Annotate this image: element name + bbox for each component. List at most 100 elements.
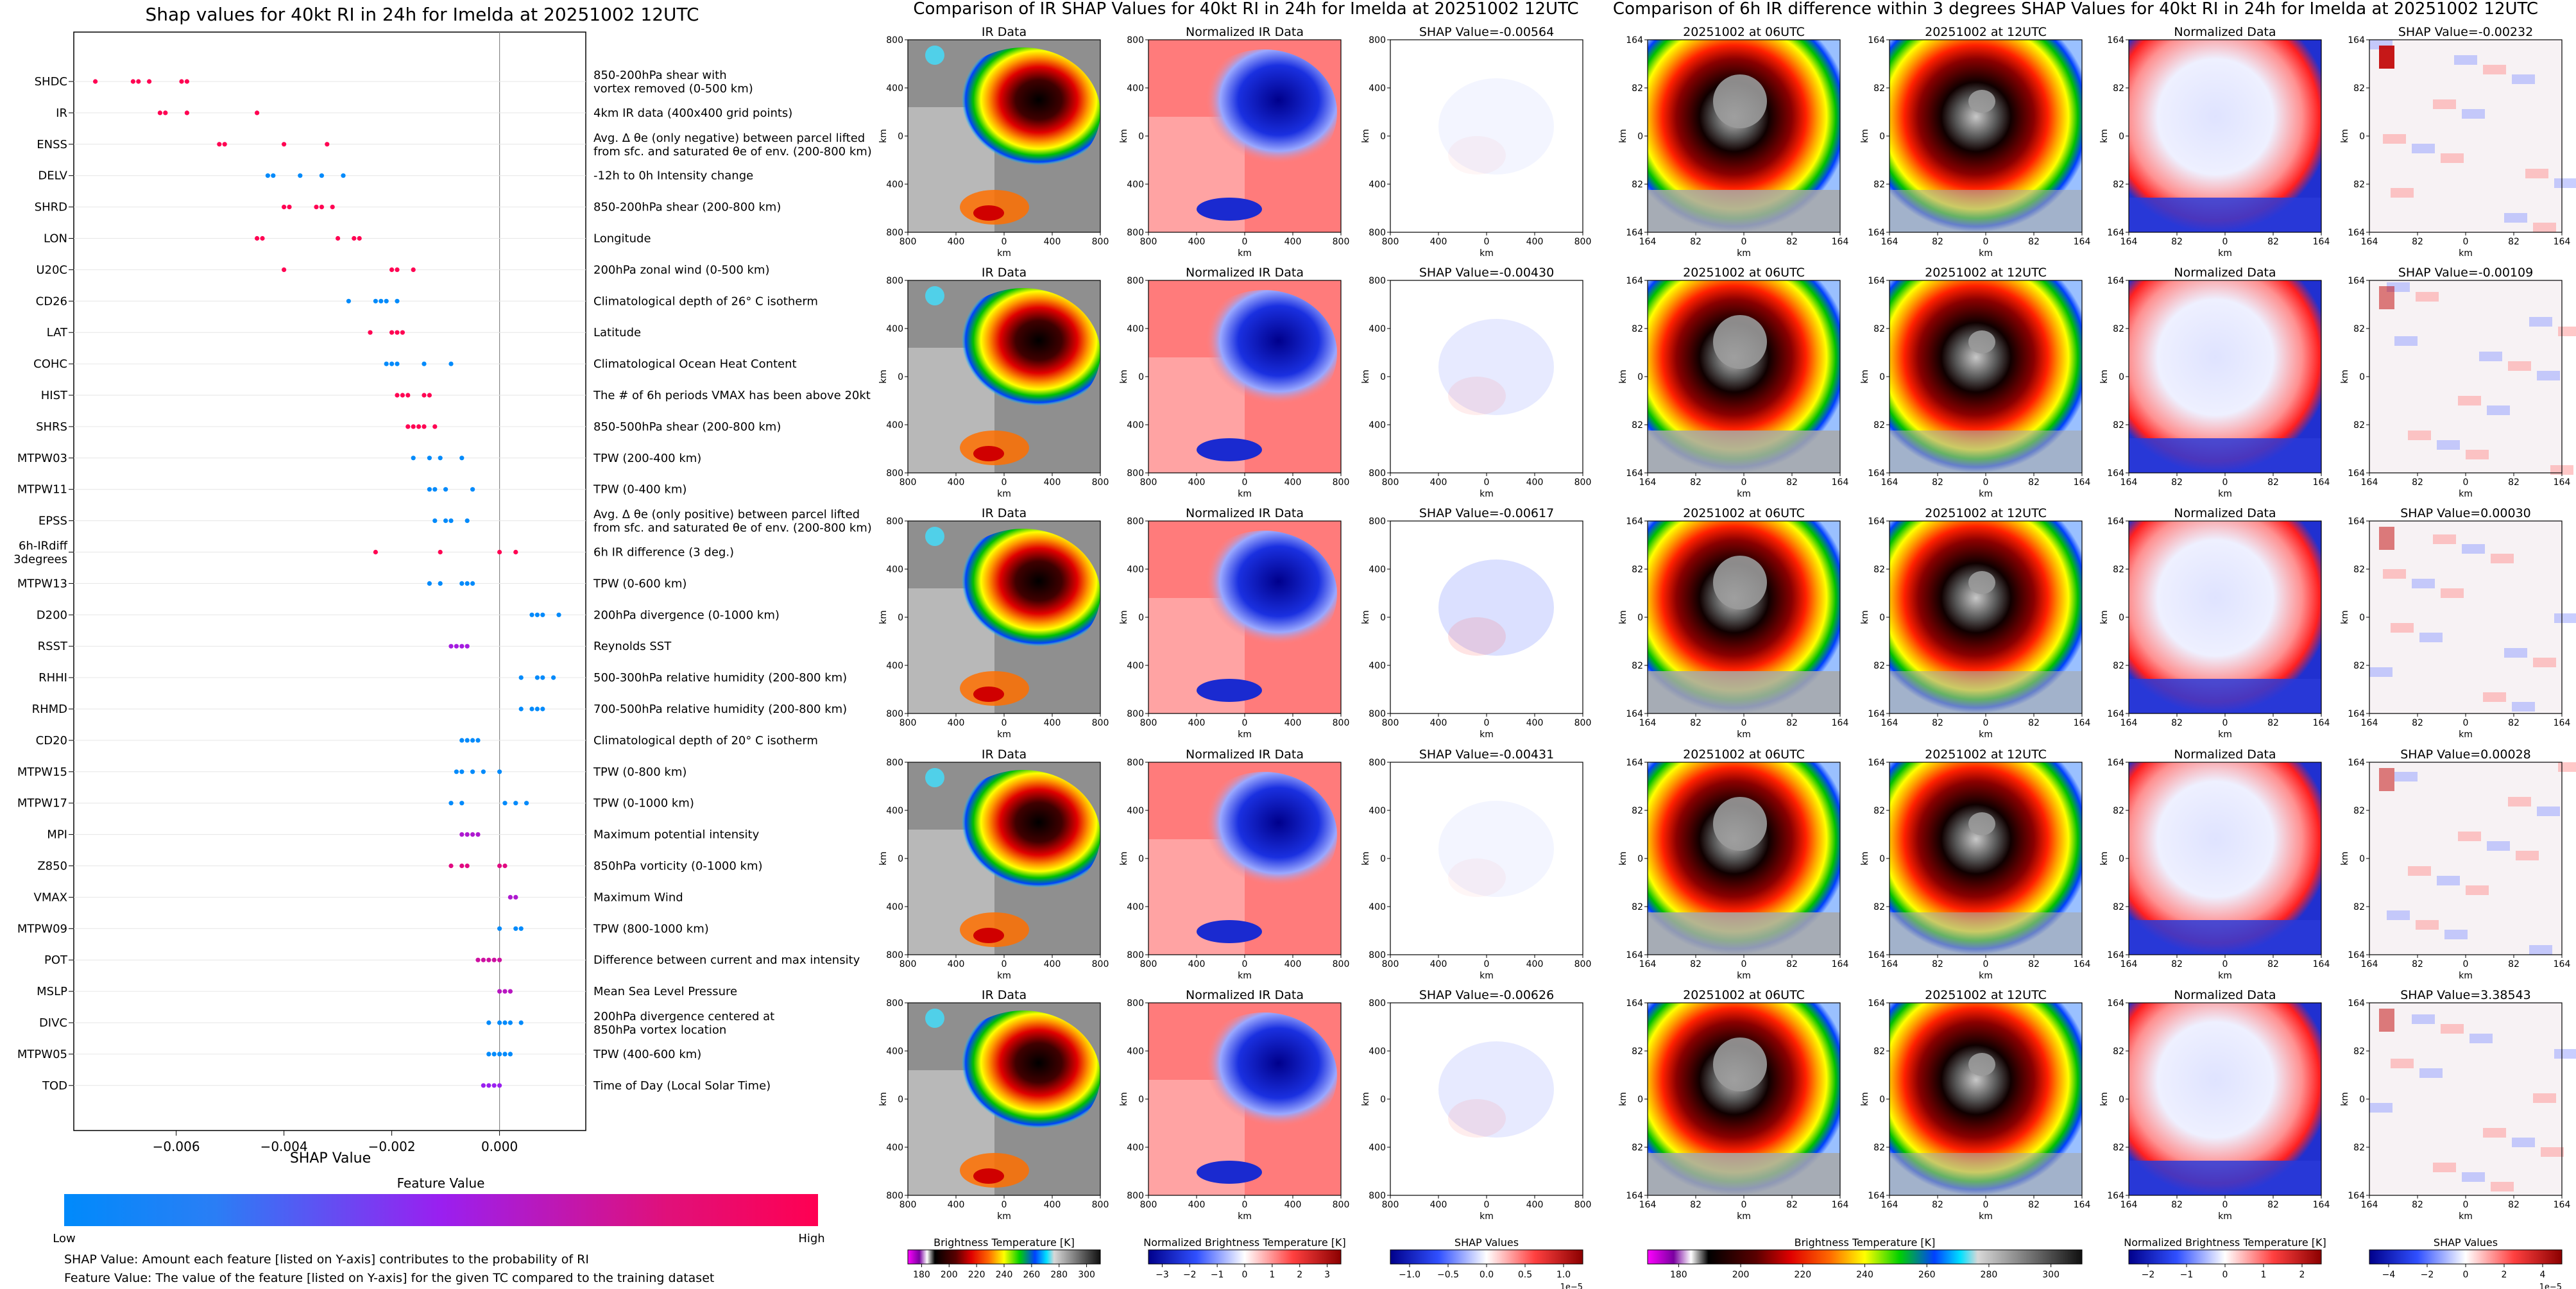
feature-label: LON	[44, 232, 67, 246]
image-subplot: 20251002 at 06UTC1641648282008282164164k…	[1618, 506, 1848, 740]
y-axis-unit: km	[2099, 610, 2110, 624]
x-tick-label: 164	[2074, 959, 2091, 969]
shap-point	[395, 393, 400, 398]
shap-patch	[2483, 1128, 2506, 1138]
y-tick-label: 164	[1626, 35, 1643, 46]
feature-label: D200	[37, 608, 67, 622]
shap-patch	[2529, 945, 2552, 955]
y-tick-label: 164	[2107, 35, 2124, 46]
x-tick-label: 800	[1574, 718, 1592, 728]
y-tick-label: 400	[1369, 902, 1386, 912]
storm-eye	[1968, 330, 1995, 354]
y-tick-label: 82	[1873, 902, 1885, 912]
y-tick-label: 164	[1626, 758, 1643, 768]
shap-blob	[1438, 559, 1554, 656]
x-tick-label: 0	[1484, 718, 1490, 728]
shap-point	[287, 205, 292, 210]
shap-point	[454, 644, 459, 649]
y-tick-label: 800	[1369, 709, 1386, 719]
y-tick-label: 400	[1369, 180, 1386, 190]
norm-convection	[1197, 198, 1262, 221]
x-tick-label: 400	[1188, 1200, 1206, 1210]
feature-label: CD26	[36, 295, 67, 308]
x-tick-label: 400	[948, 959, 965, 969]
cold-cloud	[925, 286, 944, 305]
y-tick-label: 164	[2348, 709, 2365, 719]
shap-point	[459, 832, 465, 837]
shap-patch	[2491, 554, 2514, 563]
x-tick-label: 800	[900, 477, 917, 488]
x-tick-label: 164	[2361, 1200, 2378, 1210]
shap-patch	[2458, 396, 2481, 405]
x-tick-label: 800	[1574, 1200, 1592, 1210]
feature-label: COHC	[33, 357, 67, 371]
feature-label: 3degrees	[13, 553, 67, 567]
y-axis-unit: km	[1119, 1092, 1129, 1106]
shap-point	[438, 581, 443, 586]
y-tick-label: 400	[1369, 661, 1386, 671]
subplot-title: Normalized IR Data	[1186, 747, 1304, 762]
shap-patch	[2483, 692, 2506, 702]
shap-point	[319, 205, 324, 210]
shap-point	[475, 738, 481, 743]
shap-point	[384, 298, 389, 303]
x-tick-label: 800	[1140, 718, 1157, 728]
x-tick-label: 164	[2120, 477, 2138, 488]
shap-patch	[2554, 178, 2576, 188]
colorbar-tick-label: −0.5	[1437, 1270, 1459, 1280]
y-tick-label: 400	[1369, 806, 1386, 816]
feature-description: 200hPa zonal wind (0-500 km)	[593, 263, 770, 277]
x-tick-label: 164	[1832, 237, 1849, 247]
y-tick-label: 164	[1868, 758, 1885, 768]
feature-row: MTPW09 TPW (800-1000 km)	[17, 922, 709, 935]
y-axis-unit: km	[2099, 1092, 2110, 1106]
shap-patch	[2537, 371, 2560, 380]
x-tick-label: 800	[1333, 477, 1350, 488]
shap-point	[330, 205, 335, 210]
x-tick-label: −0.004	[260, 1139, 308, 1154]
storm-eye	[1968, 1053, 1995, 1076]
subplot-title: IR Data	[982, 25, 1027, 39]
x-tick-label: 800	[1140, 1200, 1157, 1210]
subplot-title: 20251002 at 06UTC	[1683, 747, 1805, 762]
shap-point	[422, 361, 427, 366]
image-subplot: 20251002 at 12UTC1641648282008282164164k…	[1860, 266, 2090, 499]
x-tick-label: 82	[2171, 1200, 2183, 1210]
shap-point	[427, 487, 432, 492]
shap-point	[427, 456, 432, 461]
shap-patch	[2533, 223, 2556, 232]
shap-patch	[2383, 134, 2406, 144]
shap-point	[389, 330, 395, 335]
x-tick-label: 0	[1484, 959, 1490, 969]
x-tick-label: 0	[2222, 959, 2228, 969]
shap-point	[271, 173, 276, 178]
y-tick-label: 164	[2107, 1191, 2124, 1201]
feature-row: POT Difference between current and max in…	[44, 953, 860, 967]
x-tick-label: 800	[1382, 477, 1399, 488]
y-axis-unit: km	[1361, 610, 1371, 624]
feature-description: TPW (0-400 km)	[593, 483, 687, 497]
x-tick-label: 800	[1140, 477, 1157, 488]
y-tick-label: 82	[1632, 902, 1643, 912]
image-subplot: SHAP Value=-0.00109164164828200828216416…	[2340, 266, 2576, 499]
feature-label: MTPW15	[17, 765, 67, 779]
right-title: Comparison of 6h IR difference within 3 …	[1613, 0, 2538, 19]
colorbar-tick-label: 2	[2299, 1270, 2305, 1280]
shap-patch	[2441, 153, 2464, 163]
y-tick-label: 164	[2107, 950, 2124, 960]
subplot-title: IR Data	[982, 506, 1027, 520]
y-tick-label: 0	[1637, 132, 1643, 142]
feature-row: RSST Reynolds SST	[38, 640, 672, 653]
y-tick-label: 400	[1127, 324, 1144, 334]
x-tick-label: 0	[2222, 718, 2228, 728]
shap-point	[540, 706, 545, 712]
y-tick-label: 800	[1127, 709, 1144, 719]
y-tick-label: 164	[2348, 516, 2365, 527]
shap-point	[540, 612, 545, 617]
colorbar-exponent: 1e−5	[2539, 1283, 2562, 1289]
x-axis-unit: km	[997, 971, 1011, 981]
shap-point	[491, 957, 497, 962]
shap-point	[459, 644, 465, 649]
colorbar	[1148, 1249, 1342, 1265]
shap-point	[255, 110, 260, 115]
